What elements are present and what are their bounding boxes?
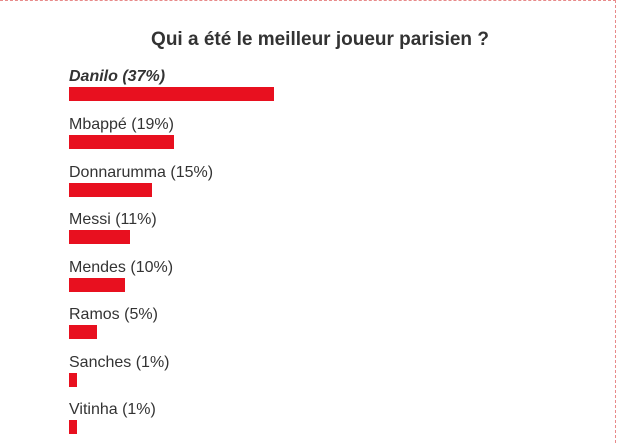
- poll-option-label: Danilo (37%): [69, 68, 166, 85]
- poll-option-label: Mbappé (19%): [69, 116, 174, 133]
- poll-option-bar: [69, 373, 77, 387]
- poll-title: Qui a été le meilleur joueur parisien ?: [151, 29, 489, 50]
- poll-option-mbappe[interactable]: Mbappé (19%): [69, 115, 589, 149]
- poll-option-sanches[interactable]: Sanches (1%): [69, 353, 589, 387]
- poll-option-danilo[interactable]: Danilo (37%): [69, 67, 589, 101]
- poll-option-bar: [69, 420, 77, 434]
- poll-option-messi[interactable]: Messi (11%): [69, 210, 589, 244]
- poll-option-bar: [69, 325, 97, 339]
- poll-option-bar: [69, 87, 274, 101]
- poll-option-bar: [69, 183, 152, 197]
- poll-option-bar: [69, 135, 174, 149]
- poll-option-label: Donnarumma (15%): [69, 164, 214, 181]
- poll-option-donnarumma[interactable]: Donnarumma (15%): [69, 163, 589, 197]
- poll-option-label: Messi (11%): [69, 211, 157, 228]
- poll-option-label: Vitinha (1%): [69, 401, 156, 418]
- poll-container: Qui a été le meilleur joueur parisien ? …: [0, 0, 616, 443]
- poll-option-label: Ramos (5%): [69, 306, 158, 323]
- poll-option-label: Sanches (1%): [69, 354, 170, 371]
- poll-option-bar: [69, 230, 130, 244]
- poll-option-vitinha[interactable]: Vitinha (1%): [69, 400, 589, 434]
- poll-option-label: Mendes (10%): [69, 259, 174, 276]
- poll-option-bar: [69, 278, 125, 292]
- poll-option-ramos[interactable]: Ramos (5%): [69, 305, 589, 339]
- poll-option-mendes[interactable]: Mendes (10%): [69, 258, 589, 292]
